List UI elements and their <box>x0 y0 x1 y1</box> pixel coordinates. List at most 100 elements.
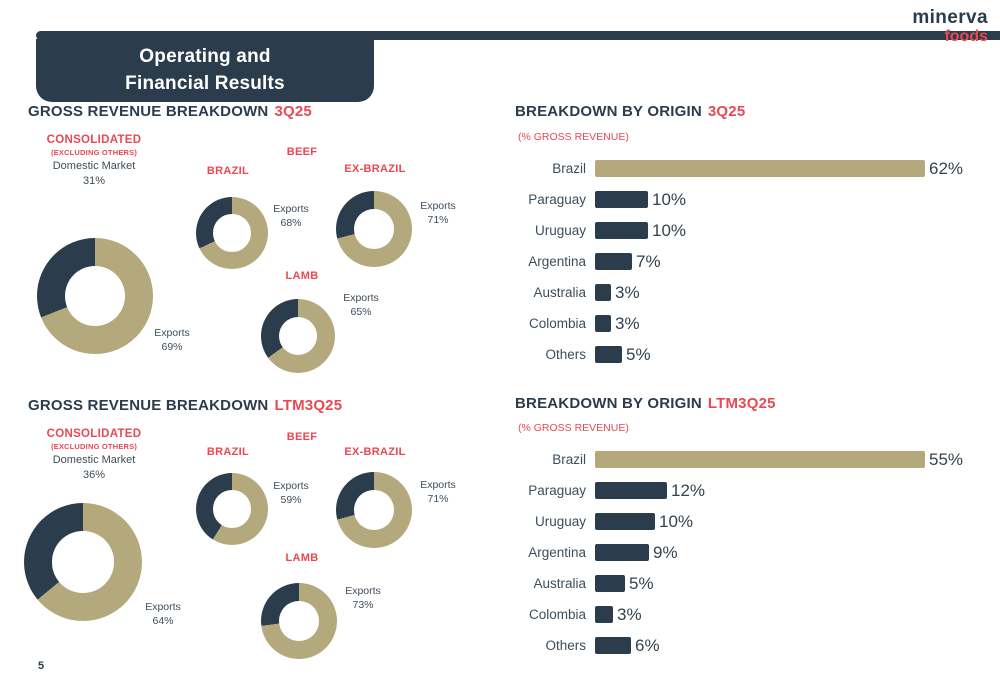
bar-category-label: Others <box>545 347 586 362</box>
bar-row: Argentina 7% <box>500 246 970 277</box>
donut-ex-brazil-ltm3q25 <box>336 472 412 548</box>
exports-label: Exports <box>273 480 309 492</box>
bar-category-label: Australia <box>533 285 586 300</box>
bar-value: 10% <box>652 189 687 209</box>
exports-label: Exports <box>345 585 381 597</box>
donut-title-lamb-ltm3q25: LAMB <box>285 552 319 564</box>
consolidated-subtitle: (EXCLUDING OTHERS) <box>50 442 138 451</box>
bar-row: Colombia 3% <box>500 599 970 630</box>
donut-label-brazil-ltm3q25: Exports 59% <box>267 479 315 507</box>
bar-value: 3% <box>615 313 640 333</box>
donut-brazil-3q25 <box>196 197 268 269</box>
bar-row: Argentina 9% <box>500 537 970 568</box>
heading-period: 3Q25 <box>274 103 312 120</box>
bar <box>595 284 611 301</box>
bar-value: 62% <box>929 158 964 178</box>
donut-label-consolidated-exports-ltm3q25: Exports 64% <box>137 600 189 628</box>
heading-text: BREAKDOWN BY ORIGIN <box>515 103 702 120</box>
bar-row: Uruguay 10% <box>500 215 970 246</box>
logo-sub-text: foods <box>944 28 988 45</box>
heading-gross-revenue-3q25: GROSS REVENUE BREAKDOWN 3Q25 <box>28 103 312 120</box>
subtitle-origin-3q25: (% GROSS REVENUE) <box>518 131 629 143</box>
domestic-market-pct: 36% <box>82 469 106 481</box>
donut-label-lamb-3q25: Exports 65% <box>337 291 385 319</box>
bar-value: 55% <box>929 449 964 469</box>
bar-category-label: Colombia <box>528 607 586 622</box>
consolidated-title: CONSOLIDATED <box>46 134 142 146</box>
donut-ex-brazil-3q25 <box>336 191 412 267</box>
slide-title: Operating and Financial Results <box>36 39 374 102</box>
bar-value: 10% <box>652 220 687 240</box>
bar-category-label: Paraguay <box>528 192 586 207</box>
domestic-market-label: Domestic Market <box>52 454 136 466</box>
donut-title-ex-brazil-3q25: EX-BRAZIL <box>344 163 406 175</box>
exports-label: Exports <box>145 601 181 613</box>
bar <box>595 482 667 499</box>
bar <box>595 160 925 177</box>
bar-category-label: Australia <box>533 576 586 591</box>
exports-pct: 73% <box>352 599 374 612</box>
bar <box>595 637 631 654</box>
exports-label: Exports <box>343 292 379 304</box>
exports-label: Exports <box>154 327 190 339</box>
slide-title-line1: Operating and <box>139 45 271 67</box>
minerva-foods-logo: minerva foods <box>912 8 988 45</box>
donut-consolidated-ltm3q25 <box>24 503 142 621</box>
exports-pct: 71% <box>427 214 449 227</box>
bar-value: 5% <box>629 573 654 593</box>
bar-row: Australia 5% <box>500 568 970 599</box>
donut-title-lamb-3q25: LAMB <box>285 270 319 282</box>
bar-value: 10% <box>659 511 694 531</box>
bar-value: 5% <box>626 344 651 364</box>
bar-row: Paraguay 10% <box>500 184 970 215</box>
donut-label-lamb-ltm3q25: Exports 73% <box>339 584 387 612</box>
slide-title-line2: Financial Results <box>125 72 285 94</box>
bar-row: Others 5% <box>500 339 970 370</box>
exports-pct: 64% <box>152 615 174 628</box>
bar-value: 7% <box>636 251 661 271</box>
heading-period: LTM3Q25 <box>274 397 343 414</box>
bar-value: 12% <box>671 480 706 500</box>
category-label-beef-ltm3q25: BEEF <box>286 431 318 443</box>
bar-row: Brazil 55% <box>500 444 970 475</box>
consolidated-header-3q25: CONSOLIDATED (EXCLUDING OTHERS) Domestic… <box>28 134 160 187</box>
domestic-market-label: Domestic Market <box>52 160 136 172</box>
donut-label-ex-brazil-ltm3q25: Exports 71% <box>414 478 462 506</box>
bar-category-label: Colombia <box>528 316 586 331</box>
bar-category-label: Others <box>545 638 586 653</box>
consolidated-header-ltm3q25: CONSOLIDATED (EXCLUDING OTHERS) Domestic… <box>28 428 160 481</box>
heading-text: BREAKDOWN BY ORIGIN <box>515 395 702 412</box>
page-number: 5 <box>38 660 45 672</box>
bar <box>595 191 648 208</box>
consolidated-title: CONSOLIDATED <box>46 428 142 440</box>
donut-title-brazil-ltm3q25: BRAZIL <box>206 446 250 458</box>
consolidated-subtitle: (EXCLUDING OTHERS) <box>50 148 138 157</box>
donut-title-brazil-3q25: BRAZIL <box>206 165 250 177</box>
origin-bar-chart-ltm3q25: Brazil 55% Paraguay 12% Uruguay 10% Argentina 9… <box>500 444 970 661</box>
top-accent-bar <box>36 31 1000 40</box>
donut-consolidated-3q25 <box>37 238 153 354</box>
bar-category-label: Brazil <box>552 452 586 467</box>
bar-category-label: Argentina <box>528 254 586 269</box>
heading-text: GROSS REVENUE BREAKDOWN <box>28 103 269 120</box>
donut-label-ex-brazil-3q25: Exports 71% <box>414 199 462 227</box>
exports-label: Exports <box>420 200 456 212</box>
bar <box>595 315 611 332</box>
bar-value: 9% <box>653 542 678 562</box>
donut-lamb-ltm3q25 <box>261 583 337 659</box>
origin-bar-chart-3q25: Brazil 62% Paraguay 10% Uruguay 10% Argentina 7… <box>500 153 970 370</box>
bar-row: Paraguay 12% <box>500 475 970 506</box>
heading-period: 3Q25 <box>707 103 746 120</box>
donut-brazil-ltm3q25 <box>196 473 268 545</box>
exports-pct: 69% <box>161 341 183 354</box>
donut-title-ex-brazil-ltm3q25: EX-BRAZIL <box>344 446 406 458</box>
bar-category-label: Paraguay <box>528 483 586 498</box>
domestic-market-pct: 31% <box>82 175 106 187</box>
subtitle-origin-ltm3q25: (% GROSS REVENUE) <box>518 422 629 434</box>
bar-category-label: Uruguay <box>534 514 586 529</box>
donut-lamb-3q25 <box>261 299 335 373</box>
bar-row: Uruguay 10% <box>500 506 970 537</box>
logo-brand-text: minerva <box>912 7 988 28</box>
bar <box>595 544 649 561</box>
